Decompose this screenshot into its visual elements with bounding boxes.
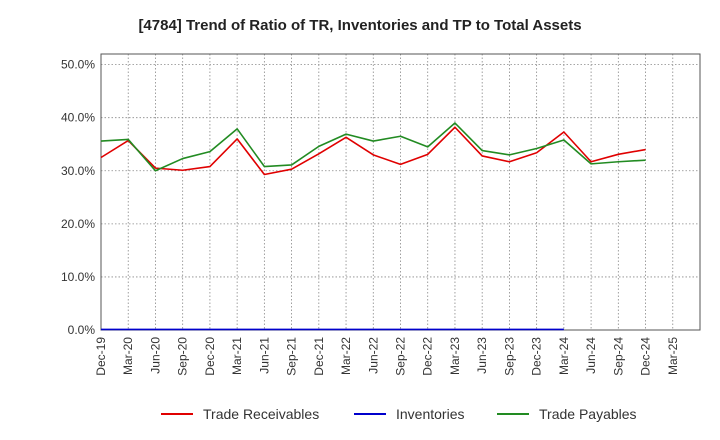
- x-tick-label: Dec-20: [203, 337, 217, 376]
- series-line-trade-receivables: [100, 126, 646, 176]
- x-tick-label: Jun-22: [366, 337, 380, 374]
- x-tick-label: Mar-22: [339, 337, 353, 375]
- x-tick-label: Jun-21: [257, 337, 271, 374]
- x-tick-label: Mar-21: [230, 337, 244, 375]
- y-tick-label: 10.0%: [61, 270, 95, 284]
- x-tick-label: Sep-20: [176, 337, 190, 376]
- x-tick-label: Jun-20: [148, 337, 162, 374]
- y-tick-label: 30.0%: [61, 164, 95, 178]
- y-tick-label: 0.0%: [68, 323, 96, 337]
- x-tick-label: Jun-23: [475, 337, 489, 374]
- x-tick-label: Mar-20: [121, 337, 135, 375]
- x-tick-label: Mar-24: [557, 337, 571, 375]
- x-tick-label: Dec-23: [530, 337, 544, 376]
- x-tick-label: Dec-19: [94, 337, 108, 376]
- y-tick-label: 50.0%: [61, 58, 95, 72]
- x-tick-label: Sep-22: [394, 337, 408, 376]
- series-lines: [100, 122, 646, 331]
- x-tick-label: Dec-21: [312, 337, 326, 376]
- x-tick-label: Sep-21: [285, 337, 299, 376]
- x-tick-label: Mar-23: [448, 337, 462, 375]
- x-tick-label: Dec-24: [639, 337, 653, 376]
- y-tick-label: 20.0%: [61, 217, 95, 231]
- x-tick-label: Sep-24: [611, 337, 625, 376]
- grid-lines: [101, 54, 700, 331]
- chart-title: [4784] Trend of Ratio of TR, Inventories…: [138, 17, 581, 34]
- y-axis-ticks: 0.0% 10.0% 20.0% 30.0% 40.0% 50.0%: [61, 58, 95, 337]
- y-tick-label: 40.0%: [61, 111, 95, 125]
- legend-label: Inventories: [396, 406, 464, 422]
- series-line-trade-payables: [100, 122, 646, 172]
- legend: Trade Receivables Inventories Trade Payabl…: [161, 406, 637, 422]
- x-tick-label: Dec-22: [421, 337, 435, 376]
- x-axis-ticks: Dec-19 Mar-20 Jun-20 Sep-20 Dec-20 Mar-21 Jun-…: [94, 337, 680, 376]
- x-tick-label: Sep-23: [502, 337, 516, 376]
- legend-label: Trade Payables: [539, 406, 637, 422]
- x-tick-label: Jun-24: [584, 337, 598, 374]
- legend-label: Trade Receivables: [203, 406, 319, 422]
- x-tick-label: Mar-25: [666, 337, 680, 375]
